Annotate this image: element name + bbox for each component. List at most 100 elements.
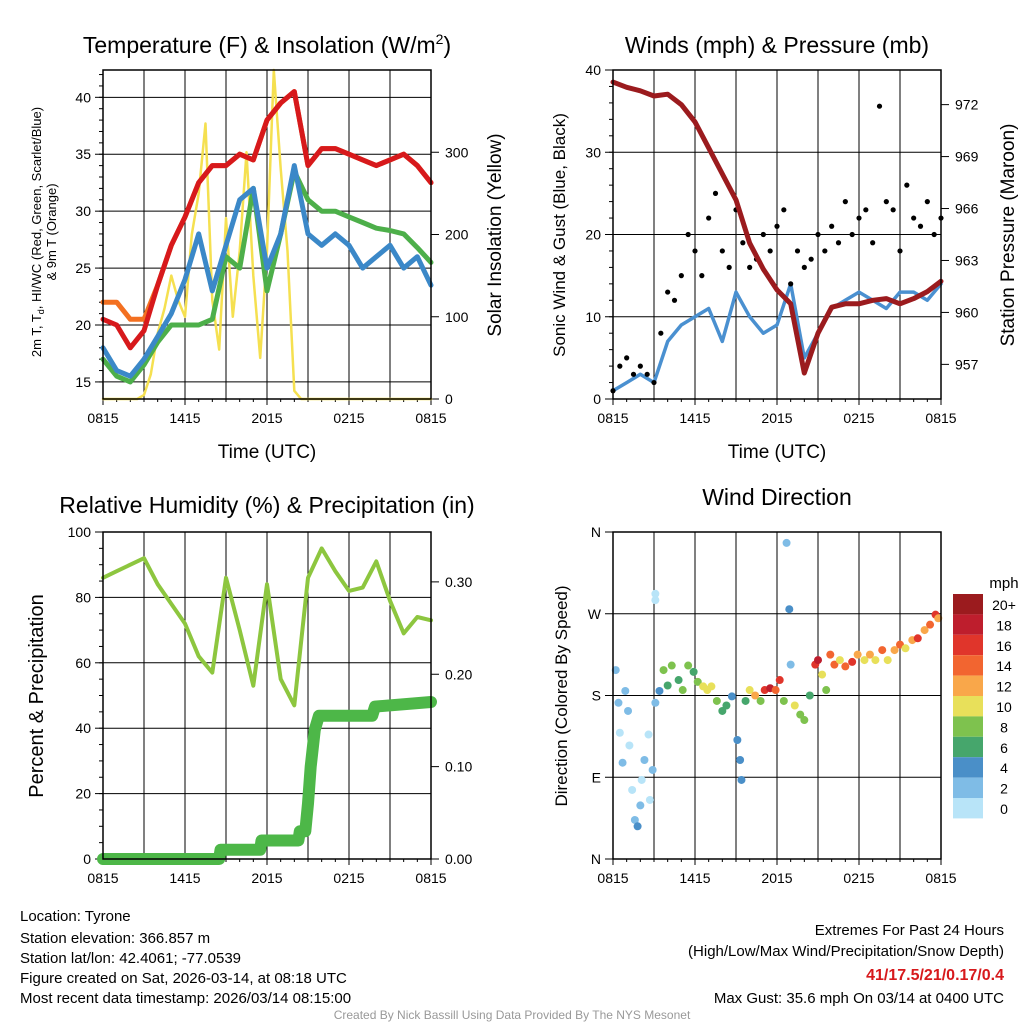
colorbar-label: 12 [996, 679, 1012, 695]
direction-point [822, 686, 831, 695]
direction-point [865, 650, 874, 659]
x-tick-label: 1415 [679, 410, 710, 426]
gust-point [897, 248, 903, 254]
x-tick-label: 0215 [843, 410, 874, 426]
gust-point [801, 264, 807, 270]
x-tick-label: 0215 [843, 870, 874, 886]
gust-point [863, 207, 869, 213]
colorbar-label: 16 [996, 638, 1012, 654]
direction-point [736, 755, 745, 764]
direction-point [883, 656, 892, 665]
colorbar-label: 18 [996, 617, 1012, 633]
colorbar-label: 14 [996, 658, 1012, 674]
direction-point [785, 605, 794, 614]
colorbar-swatch [953, 798, 983, 819]
svg-text:& 9m T (Orange): & 9m T (Orange) [44, 183, 59, 280]
direction-point [745, 686, 754, 695]
y-right-tick-label: 966 [955, 201, 979, 217]
x-tick-label: 0815 [87, 870, 118, 886]
y-tick-label: 20 [75, 786, 91, 802]
direction-point [718, 706, 727, 715]
y-right-tick-label: 0.30 [445, 574, 472, 590]
x-tick-label: 1415 [169, 870, 200, 886]
precipitation-line [97, 696, 437, 865]
y-tick-label: 0 [593, 391, 601, 407]
y-tick-label: N [591, 524, 601, 540]
direction-point [678, 686, 687, 695]
direction-point [651, 698, 660, 707]
gust-point [794, 248, 801, 254]
winds-y-right-label: Station Pressure (Maroon) [998, 124, 1019, 347]
gust-point [917, 223, 924, 229]
gust-point [931, 231, 937, 238]
x-tick-label: 0815 [415, 410, 446, 426]
direction-point [663, 681, 672, 690]
gust-point [890, 207, 896, 213]
gust-point [870, 240, 876, 246]
direction-point [779, 696, 788, 705]
gust-point [719, 248, 725, 254]
gust-point [924, 199, 930, 205]
max-gust-text: Max Gust: 35.6 mph On 03/14 at 0400 UTC [714, 990, 1004, 1007]
plot-border [102, 531, 432, 860]
gust-point [665, 289, 671, 295]
gust-point [815, 231, 821, 238]
direction-point [737, 775, 746, 784]
colorbar-label: 10 [996, 699, 1012, 715]
y-tick-label: 10 [585, 309, 601, 325]
direction-point [775, 676, 784, 685]
y-right-tick-label: 957 [955, 356, 979, 372]
y-right-tick-label: 960 [955, 304, 979, 320]
direction-point [621, 686, 630, 695]
y-tick-label: 25 [75, 260, 91, 276]
panel-2: 0 10 20 30 40 957 960 963 966 969 972 0815 1415 2015 0… [585, 62, 978, 426]
colorbar-swatch [953, 757, 983, 778]
gust-point [671, 297, 678, 303]
direction-point [618, 758, 627, 767]
direction-point [901, 644, 910, 653]
panel-1: 15 20 25 30 35 40 0 100 200 300 0815 1415 2015 0215 08… [75, 68, 469, 426]
elevation-text: Station elevation: 366.857 m [20, 930, 210, 947]
dewpoint-line [100, 168, 434, 385]
x-tick-label: 2015 [761, 410, 792, 426]
direction-point [689, 667, 698, 676]
direction-point [633, 822, 642, 831]
x-tick-label: 0815 [87, 410, 118, 426]
y-tick-label: E [592, 769, 601, 785]
y-tick-label: 0 [83, 851, 91, 867]
direction-point [848, 657, 857, 666]
speed-colorbar: 20+ 18 16 14 12 10 8 6 4 2 0 [953, 594, 1016, 819]
direction-point [727, 692, 736, 701]
direction-point [684, 661, 693, 670]
temp-chart-title: Temperature (F) & Insolation (W/m2) [83, 31, 451, 58]
colorbar-swatch [953, 655, 983, 676]
gust-point [781, 207, 787, 213]
y-right-tick-label: 0.20 [445, 666, 472, 682]
svg-text:2m T, Td, HI/WC (Red, Green, S: 2m T, Td, HI/WC (Red, Green, Scarlet/Blu… [29, 107, 46, 357]
y-tick-label: 60 [75, 655, 91, 671]
station-info: Location: Tyrone Station elevation: 366.… [20, 908, 351, 1007]
colorbar-label: 2 [1000, 781, 1008, 797]
colorbar-swatch [953, 675, 983, 696]
colorbar-label: 0 [1000, 801, 1008, 817]
gust-point [651, 379, 657, 386]
direction-point [636, 801, 645, 810]
direction-point [648, 765, 657, 774]
y-tick-label: S [592, 688, 601, 704]
colorbar-swatch [953, 736, 983, 758]
created-text: Figure created on Sat, 2026-03-14, at 08… [20, 970, 347, 987]
x-tick-label: 1415 [679, 870, 710, 886]
direction-point [871, 656, 880, 665]
extremes-values: 41/17.5/21/0.17/0.4 [866, 967, 1004, 984]
y-right-tick-label: 300 [445, 144, 469, 160]
winds-chart-title: Winds (mph) & Pressure (mb) [625, 32, 929, 58]
gust-point [842, 199, 848, 205]
direction-point [667, 661, 676, 670]
colorbar-swatch [953, 696, 983, 717]
humidity-y-label: Percent & Precipitation [26, 594, 48, 797]
winds-y-label: Sonic Wind & Gust (Blue, Black) [550, 113, 569, 357]
direction-point [707, 682, 716, 691]
x-tick-label: 0215 [333, 870, 364, 886]
gust-point [699, 273, 705, 279]
